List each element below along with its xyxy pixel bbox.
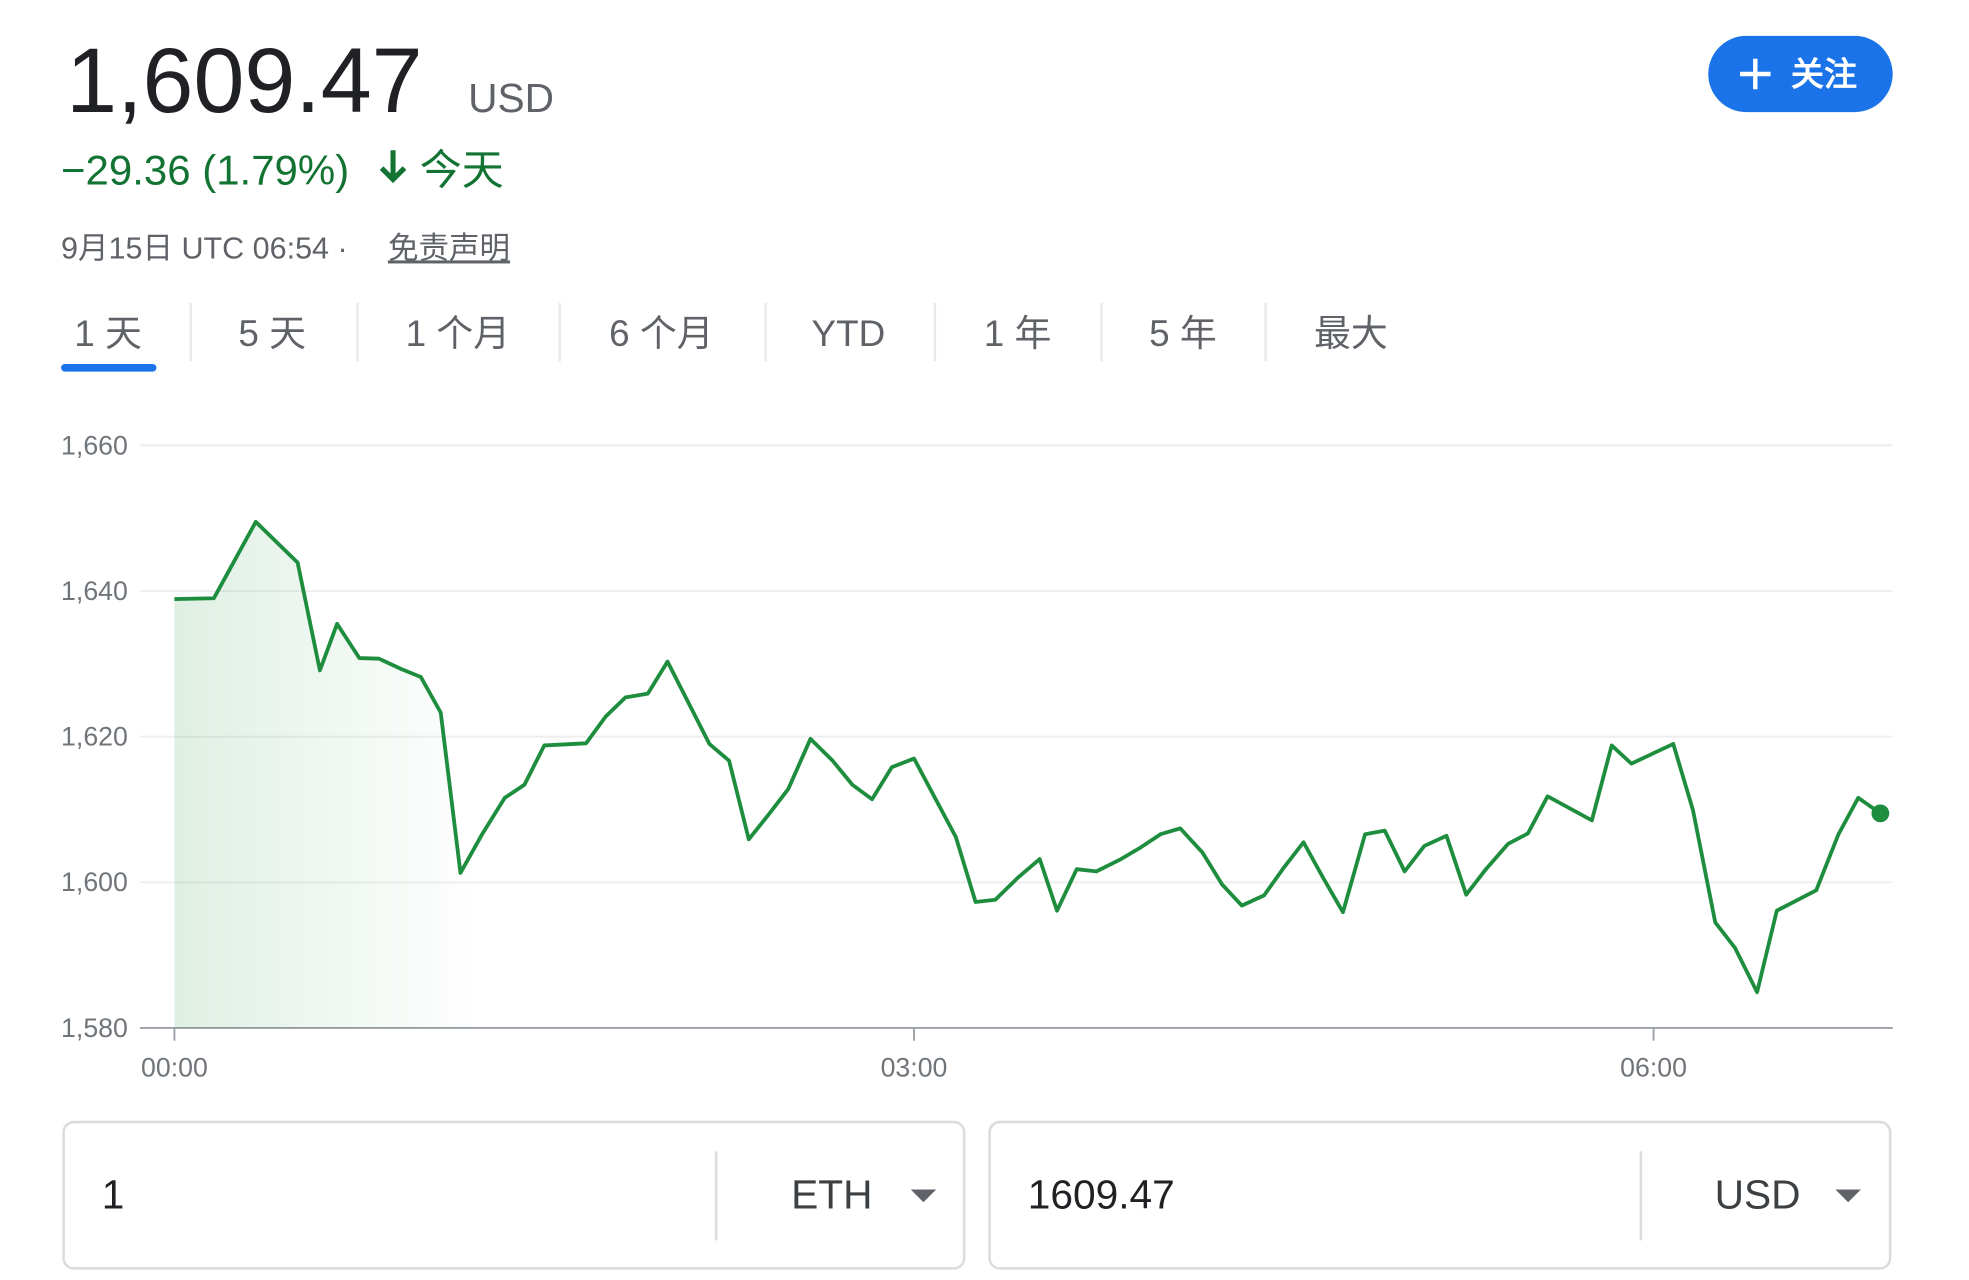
input-box[interactable]	[62, 1120, 966, 1270]
price-line	[174, 519, 1882, 995]
range-tabs: 1 天 5 天 1 个月 6 个月 YTD 1 年 5 年 最大	[61, 302, 1388, 372]
converter-from: 1 ETH	[62, 1120, 966, 1270]
range-tab[interactable]: 5 年	[1149, 313, 1217, 354]
y-tick-label: 1,600	[61, 867, 128, 897]
y-tick-label: 1,660	[61, 430, 128, 460]
x-tick-label: 00:00	[141, 1052, 208, 1082]
x-tick-label: 06:00	[1620, 1052, 1687, 1082]
timestamp: 9月15日 UTC 06:54 ·	[61, 231, 348, 265]
x-tick-label: 03:00	[881, 1052, 948, 1082]
button-label: 关注	[1791, 56, 1857, 93]
range-tab[interactable]: 1 年	[984, 313, 1052, 354]
y-tick-label: 1,620	[61, 722, 128, 752]
active-tab-indicator	[61, 363, 157, 372]
price-change: −29.36 (1.79%)	[61, 147, 349, 194]
range-tab[interactable]: 6 个月	[609, 313, 714, 354]
range-tab[interactable]: 5 天	[238, 313, 306, 354]
last-price-dot	[1871, 804, 1890, 823]
y-tick-label: 1,580	[61, 1013, 128, 1043]
range-tab[interactable]: 1 天	[74, 313, 142, 354]
disclaimer-link[interactable]: 免责声明	[388, 231, 510, 265]
down-arrow	[379, 150, 407, 184]
input-box[interactable]	[988, 1120, 1892, 1270]
y-tick-label: 1,640	[61, 576, 128, 606]
price-area	[174, 521, 1881, 1028]
range-tab[interactable]: 1 个月	[406, 313, 511, 354]
dropdown-arrow[interactable]	[1835, 1189, 1861, 1203]
price: 1,609.47	[66, 30, 422, 132]
button-bg	[1708, 35, 1893, 113]
currency: USD	[468, 75, 554, 121]
amount[interactable]: 1	[102, 1172, 125, 1218]
plot: 1,580 1,600 1,620 1,640 1,660 00:00 03:00 06:00	[61, 430, 1893, 1082]
plus-icon	[1740, 58, 1771, 90]
currency-select[interactable]: USD	[1715, 1172, 1801, 1218]
converter-to: 1609.47 USD	[988, 1120, 1892, 1270]
currency-select[interactable]: ETH	[791, 1172, 872, 1218]
amount[interactable]: 1609.47	[1028, 1172, 1175, 1218]
period: 今天	[420, 147, 504, 194]
follow-button[interactable]: 关注	[1708, 35, 1893, 113]
range-tab[interactable]: 最大	[1314, 313, 1388, 354]
range-tab[interactable]: YTD	[812, 313, 886, 354]
dropdown-arrow[interactable]	[910, 1189, 937, 1203]
